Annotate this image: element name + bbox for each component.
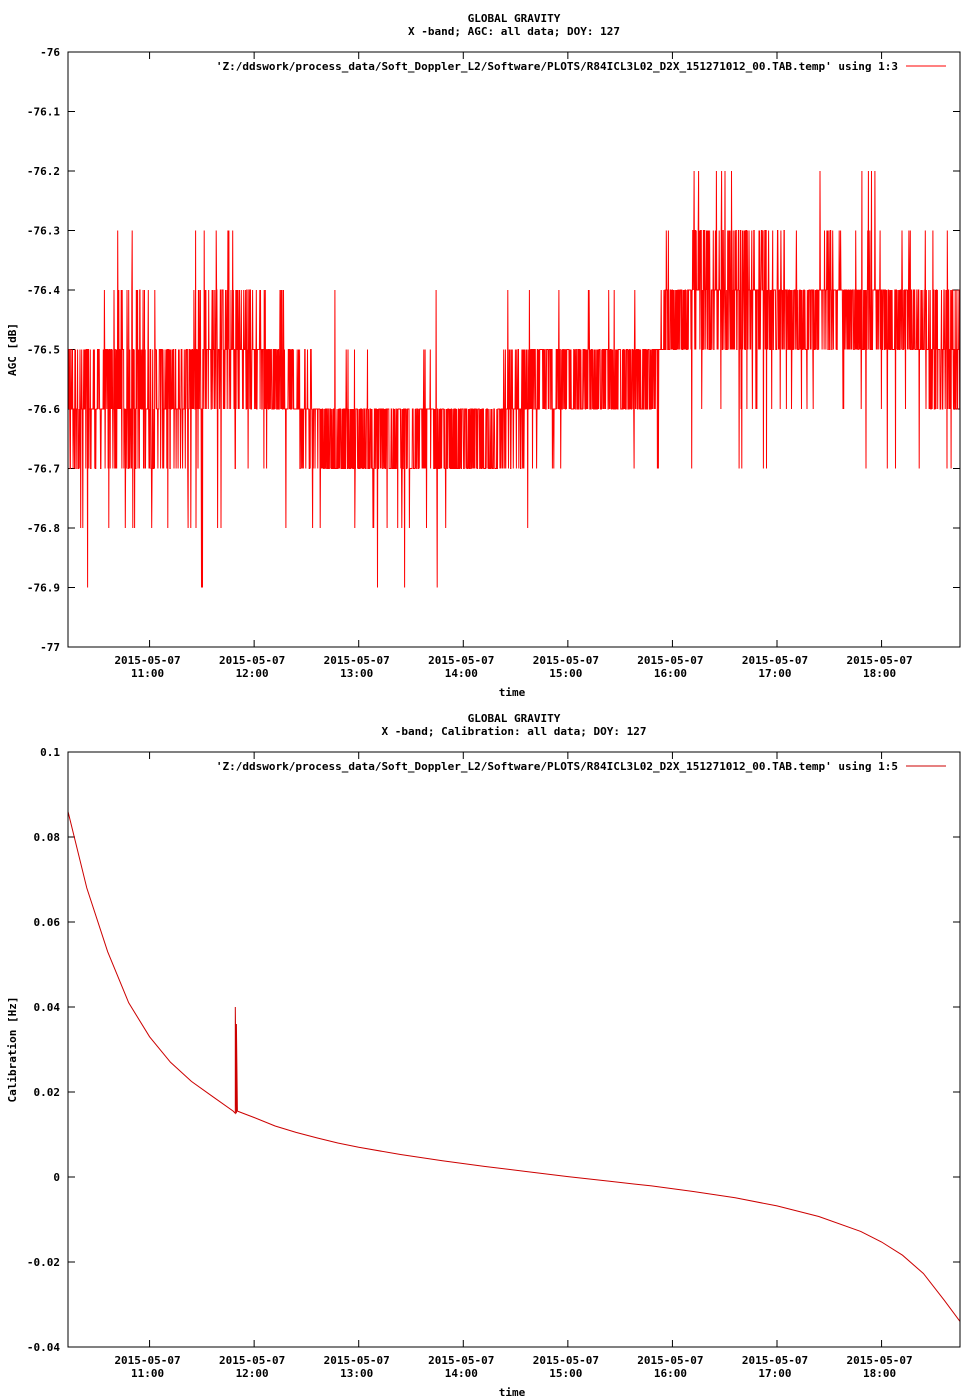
y-axis-label: AGC [dB]	[6, 323, 19, 376]
y-tick-label: -76	[40, 46, 60, 59]
y-tick-label: 0.04	[34, 1001, 61, 1014]
y-tick-label: -76.7	[27, 463, 60, 476]
y-tick-label: 0.08	[34, 831, 61, 844]
y-tick-label: -76.2	[27, 165, 60, 178]
x-tick-date-label: 2015-05-07	[742, 1354, 808, 1367]
y-tick-label: 0.02	[34, 1086, 61, 1099]
x-tick-date-label: 2015-05-07	[324, 1354, 390, 1367]
x-tick-time-label: 16:00	[654, 1367, 687, 1380]
x-tick-time-label: 16:00	[654, 667, 687, 680]
plot-frame	[67, 51, 961, 648]
series-line	[68, 170, 960, 588]
x-tick-time-label: 13:00	[340, 667, 373, 680]
y-tick-label: 0.06	[34, 916, 61, 929]
y-tick-label: -0.02	[27, 1256, 60, 1269]
x-tick-date-label: 2015-05-07	[742, 654, 808, 667]
x-tick-date-label: 2015-05-07	[219, 654, 285, 667]
x-tick-date-label: 2015-05-07	[114, 654, 180, 667]
y-tick-label: 0.1	[40, 746, 60, 759]
chart-title: GLOBAL GRAVITY	[468, 12, 561, 25]
x-tick-date-label: 2015-05-07	[533, 654, 599, 667]
x-tick-date-label: 2015-05-07	[428, 654, 494, 667]
x-tick-date-label: 2015-05-07	[428, 1354, 494, 1367]
x-tick-time-label: 14:00	[445, 1367, 478, 1380]
plot-frame	[67, 751, 961, 1348]
y-tick-label: -76.8	[27, 522, 60, 535]
x-tick-date-label: 2015-05-07	[637, 1354, 703, 1367]
x-tick-date-label: 2015-05-07	[533, 1354, 599, 1367]
x-tick-time-label: 18:00	[863, 1367, 896, 1380]
x-tick-time-label: 11:00	[131, 1367, 164, 1380]
y-tick-label: -76.1	[27, 106, 60, 119]
x-tick-date-label: 2015-05-07	[846, 1354, 912, 1367]
legend-label: 'Z:/ddswork/process_data/Soft_Doppler_L2…	[216, 760, 898, 773]
y-tick-label: -76.4	[27, 284, 60, 297]
legend-label: 'Z:/ddswork/process_data/Soft_Doppler_L2…	[216, 60, 898, 73]
x-tick-time-label: 11:00	[131, 667, 164, 680]
x-tick-time-label: 14:00	[445, 667, 478, 680]
y-tick-label: -76.6	[27, 403, 60, 416]
x-axis-label: time	[499, 686, 526, 699]
y-axis-label: Calibration [Hz]	[6, 997, 19, 1103]
x-tick-time-label: 17:00	[758, 1367, 791, 1380]
x-tick-time-label: 13:00	[340, 1367, 373, 1380]
x-tick-date-label: 2015-05-07	[637, 654, 703, 667]
chart-title: GLOBAL GRAVITY	[468, 712, 561, 725]
x-tick-date-label: 2015-05-07	[219, 1354, 285, 1367]
chart-subtitle: X -band; Calibration: all data; DOY: 127	[382, 725, 647, 738]
y-tick-label: -76.5	[27, 344, 60, 357]
x-tick-time-label: 12:00	[236, 1367, 269, 1380]
x-tick-time-label: 12:00	[236, 667, 269, 680]
x-tick-time-label: 15:00	[549, 667, 582, 680]
x-tick-time-label: 15:00	[549, 1367, 582, 1380]
y-tick-label: -77	[40, 641, 60, 654]
x-tick-time-label: 17:00	[758, 667, 791, 680]
x-tick-date-label: 2015-05-07	[324, 654, 390, 667]
y-tick-label: -0.04	[27, 1341, 60, 1354]
series-line	[68, 811, 960, 1322]
y-tick-label: -76.3	[27, 225, 60, 238]
x-tick-date-label: 2015-05-07	[846, 654, 912, 667]
y-tick-label: -76.9	[27, 582, 60, 595]
chart-subtitle: X -band; AGC: all data; DOY: 127	[408, 25, 620, 38]
x-tick-time-label: 18:00	[863, 667, 896, 680]
x-axis-label: time	[499, 1386, 526, 1399]
x-tick-date-label: 2015-05-07	[114, 1354, 180, 1367]
y-tick-label: 0	[53, 1171, 60, 1184]
